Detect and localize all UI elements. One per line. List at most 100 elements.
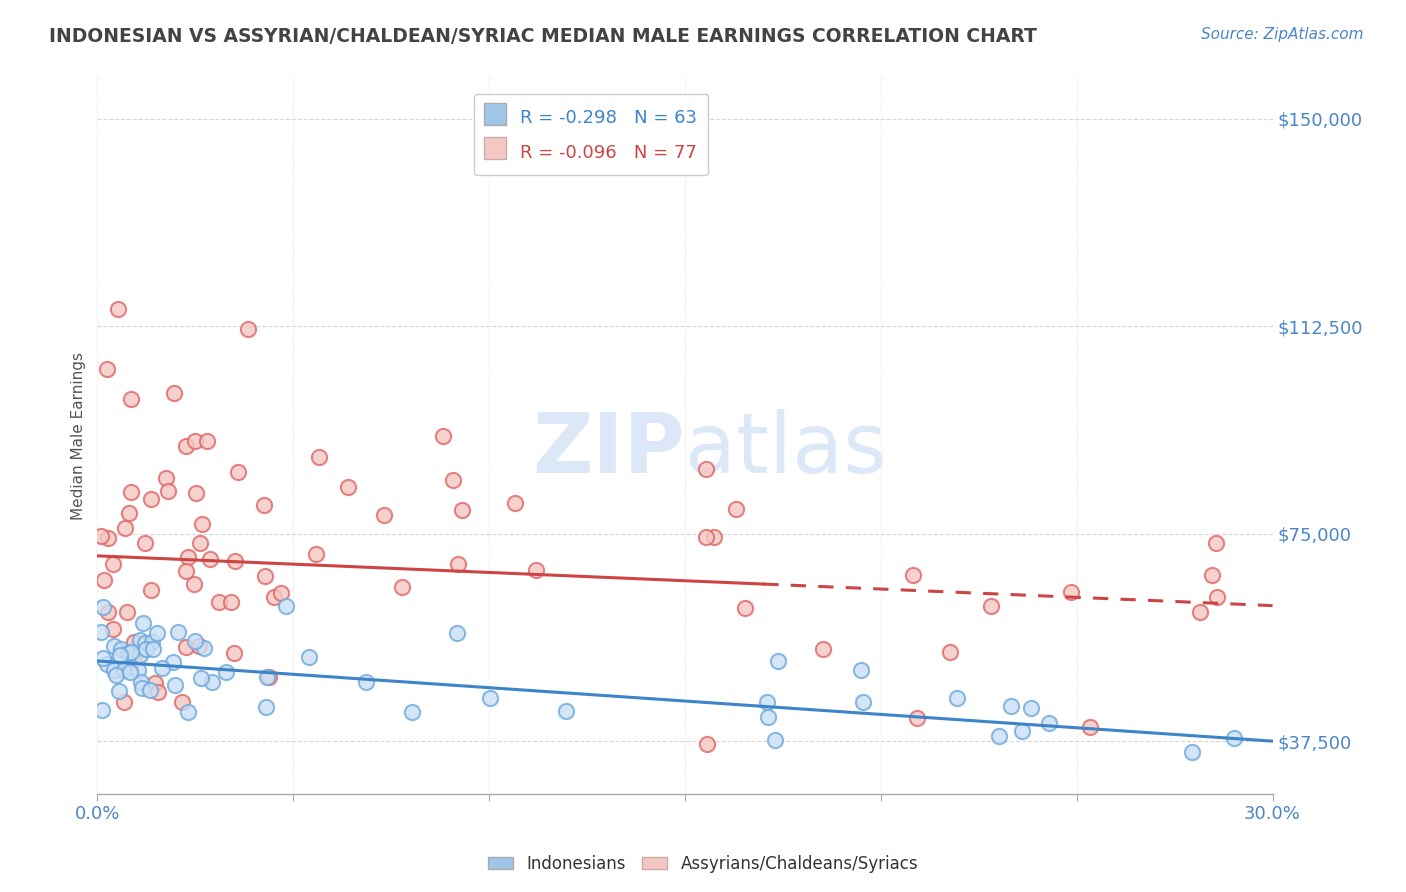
- Point: [696, 737, 718, 751]
- Point: [222, 646, 245, 660]
- Point: [851, 663, 873, 677]
- Point: [725, 502, 748, 516]
- Point: [447, 557, 470, 571]
- Point: [114, 695, 136, 709]
- Point: [734, 601, 756, 615]
- Point: [763, 733, 786, 747]
- Point: [166, 624, 188, 639]
- Point: [219, 595, 242, 609]
- Point: [97, 532, 120, 546]
- Point: [1060, 585, 1083, 599]
- Point: [115, 605, 138, 619]
- Point: [122, 652, 145, 666]
- Point: [191, 516, 214, 531]
- Point: [174, 439, 197, 453]
- Point: [695, 461, 717, 475]
- Point: [112, 663, 135, 677]
- Point: [96, 362, 118, 376]
- Point: [373, 508, 395, 522]
- Point: [336, 480, 359, 494]
- Point: [1078, 720, 1101, 734]
- Text: INDONESIAN VS ASSYRIAN/CHALDEAN/SYRIAC MEDIAN MALE EARNINGS CORRELATION CHART: INDONESIAN VS ASSYRIAN/CHALDEAN/SYRIAC M…: [49, 27, 1038, 45]
- Point: [143, 675, 166, 690]
- Point: [128, 632, 150, 647]
- Point: [214, 665, 236, 680]
- Point: [905, 711, 928, 725]
- Point: [1206, 590, 1229, 604]
- Point: [1038, 715, 1060, 730]
- Point: [134, 536, 156, 550]
- Point: [103, 663, 125, 677]
- Point: [811, 642, 834, 657]
- Point: [224, 554, 246, 568]
- Point: [938, 645, 960, 659]
- Point: [162, 655, 184, 669]
- Point: [135, 641, 157, 656]
- Point: [256, 700, 278, 714]
- Point: [127, 663, 149, 677]
- Point: [163, 386, 186, 401]
- Point: [134, 636, 156, 650]
- Point: [107, 301, 129, 316]
- Point: [1201, 567, 1223, 582]
- Point: [139, 582, 162, 597]
- Point: [135, 641, 157, 656]
- Point: [946, 690, 969, 705]
- Point: [503, 496, 526, 510]
- Point: [132, 615, 155, 630]
- Y-axis label: Median Male Earnings: Median Male Earnings: [72, 351, 86, 519]
- Point: [236, 322, 259, 336]
- Point: [103, 639, 125, 653]
- Point: [117, 646, 139, 660]
- Point: [190, 672, 212, 686]
- Point: [756, 710, 779, 724]
- Point: [150, 661, 173, 675]
- Point: [91, 600, 114, 615]
- Point: [120, 392, 142, 407]
- Point: [768, 654, 790, 668]
- Point: [165, 678, 187, 692]
- Point: [304, 547, 326, 561]
- Point: [120, 660, 142, 674]
- Point: [755, 695, 778, 709]
- Point: [93, 573, 115, 587]
- Point: [1223, 731, 1246, 745]
- Text: Source: ZipAtlas.com: Source: ZipAtlas.com: [1201, 27, 1364, 42]
- Point: [1011, 724, 1033, 739]
- Point: [183, 434, 205, 448]
- Point: [703, 530, 725, 544]
- Point: [128, 648, 150, 662]
- Point: [155, 471, 177, 485]
- Legend: Indonesians, Assyrians/Chaldeans/Syriacs: Indonesians, Assyrians/Chaldeans/Syriacs: [481, 848, 925, 880]
- Point: [177, 706, 200, 720]
- Point: [91, 703, 114, 717]
- Point: [200, 552, 222, 566]
- Point: [252, 499, 274, 513]
- Point: [1181, 745, 1204, 759]
- Point: [308, 450, 330, 465]
- Point: [129, 674, 152, 689]
- Point: [174, 640, 197, 654]
- Point: [451, 503, 474, 517]
- Point: [122, 635, 145, 649]
- Point: [1000, 699, 1022, 714]
- Point: [101, 622, 124, 636]
- Point: [479, 690, 502, 705]
- Point: [901, 567, 924, 582]
- Point: [142, 642, 165, 657]
- Point: [432, 428, 454, 442]
- Point: [988, 729, 1011, 743]
- Point: [146, 684, 169, 698]
- Point: [555, 704, 578, 718]
- Point: [186, 485, 208, 500]
- Point: [110, 641, 132, 656]
- Legend: R = -0.298   N = 63, R = -0.096   N = 77: R = -0.298 N = 63, R = -0.096 N = 77: [474, 94, 709, 176]
- Point: [138, 683, 160, 698]
- Point: [274, 599, 297, 614]
- Point: [120, 484, 142, 499]
- Point: [263, 590, 285, 604]
- Point: [1189, 605, 1212, 619]
- Point: [108, 648, 131, 662]
- Point: [120, 645, 142, 659]
- Point: [90, 529, 112, 543]
